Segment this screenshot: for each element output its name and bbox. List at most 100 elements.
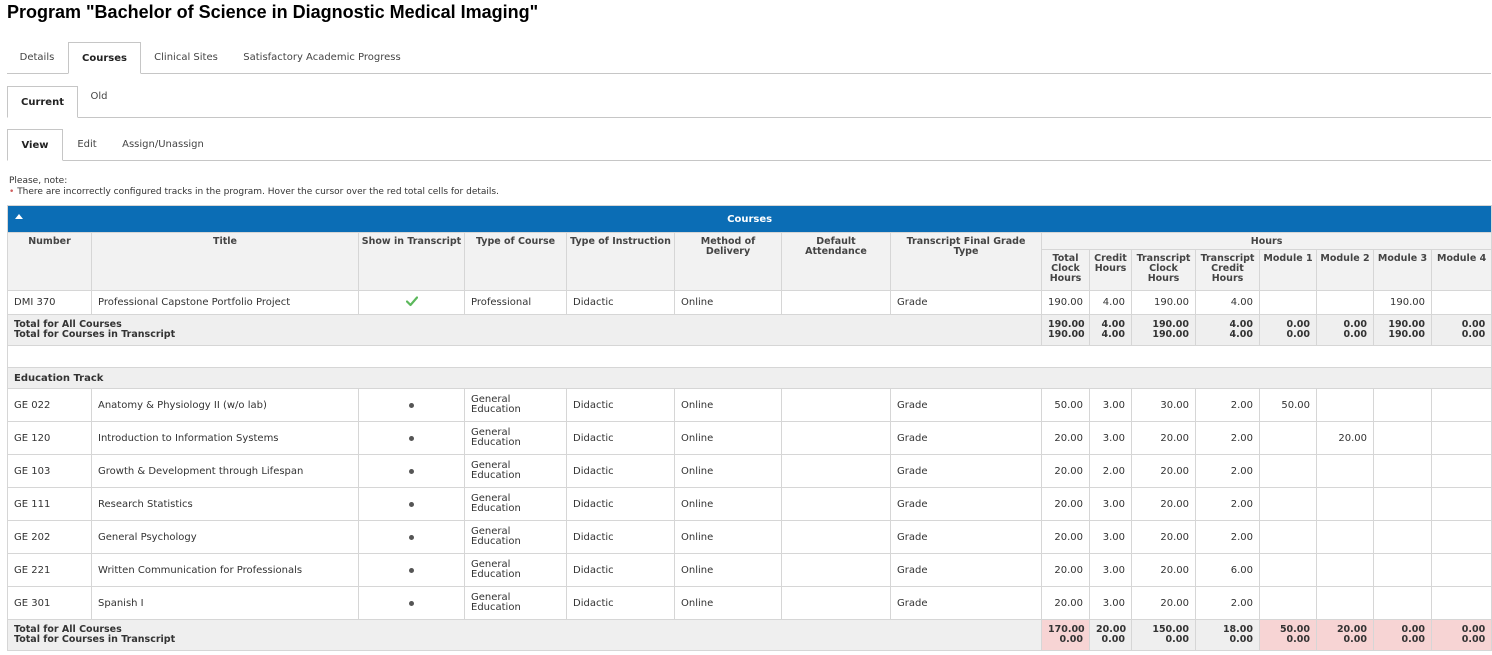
course-number: GE 221 [7,553,92,587]
module-3-hours: 190.00 [1373,290,1432,315]
course-number: GE 120 [7,421,92,455]
course-number: GE 111 [7,487,92,521]
total-all-value: 190.00 [1388,319,1425,330]
col-module-4: Module 4 [1430,249,1492,291]
delivery-method: Online [674,290,782,315]
module-4-hours [1430,487,1492,521]
final-grade-type: Grade [890,421,1042,455]
default-attendance [781,553,891,587]
module-2-hours [1316,388,1374,422]
total-transcript-value: 0.00 [1461,634,1486,645]
course-title: Growth & Development through Lifespan [91,454,359,488]
tab-details[interactable]: Details [19,52,55,63]
note-message: • There are incorrectly configured track… [9,187,499,198]
delivery-method: Online [674,520,782,554]
tab-courses[interactable]: Courses [68,42,141,74]
instruction-type: Didactic [566,487,675,521]
totals-labels: Total for All Courses Total for Courses … [7,314,1042,346]
table-row[interactable]: GE 202 General Psychology General Educatio… [7,520,1492,554]
table-row[interactable]: GE 103 Growth & Development through Lifes… [7,454,1492,488]
module-4-total[interactable]: 0.00 0.00 [1430,619,1492,651]
module-3-hours [1373,520,1432,554]
show-in-transcript-cell [358,520,465,554]
not-in-transcript-dot-icon [409,468,414,474]
course-type: General Education [464,421,567,455]
total-transcript-value: 0.00 [1343,329,1367,340]
default-attendance [781,388,891,422]
default-attendance [781,454,891,488]
transcript-credit-hours: 2.00 [1195,454,1260,488]
table-row[interactable]: GE 022 Anatomy & Physiology II (w/o lab) G… [7,388,1492,422]
col-title: Title [91,232,359,291]
table-row[interactable]: GE 111 Research Statistics General Educati… [7,487,1492,521]
credit-hours: 4.00 [1089,290,1132,315]
not-in-transcript-dot-icon [409,534,414,540]
credit-hours-total: 20.00 0.00 [1089,619,1132,651]
final-grade-type: Grade [890,553,1042,587]
credit-hours: 3.00 [1089,487,1132,521]
module-2-hours [1316,586,1374,620]
default-attendance [781,421,891,455]
default-attendance [781,487,891,521]
total-all-label: Total for All Courses [14,319,122,330]
tab-assign-unassign[interactable]: Assign/Unassign [122,139,204,150]
col-show-in-transcript: Show in Transcript [358,232,465,291]
module-1-hours: 50.00 [1259,388,1317,422]
total-clock-hours: 20.00 [1041,454,1090,488]
col-final-grade-type: Transcript Final Grade Type [890,232,1042,291]
col-type-of-course: Type of Course [464,232,567,291]
module-4-hours [1430,586,1492,620]
total-transcript-value: 0.00 [1101,634,1125,645]
tab-edit[interactable]: Edit [77,139,97,150]
col-module-3: Module 3 [1373,249,1432,291]
module-1-total: 0.00 0.00 [1259,314,1317,346]
module-2-total[interactable]: 20.00 0.00 [1316,619,1374,651]
final-grade-type: Grade [890,520,1042,554]
transcript-clock-hours-total: 150.00 0.00 [1131,619,1196,651]
module-1-total[interactable]: 50.00 0.00 [1259,619,1317,651]
course-number: GE 202 [7,520,92,554]
table-row[interactable]: GE 301 Spanish I General Education Didactic… [7,586,1492,620]
tab-current[interactable]: Current [7,86,78,118]
final-grade-type: Grade [890,487,1042,521]
credit-hours: 3.00 [1089,520,1132,554]
tab-view[interactable]: View [7,129,63,161]
total-clock-hours-total[interactable]: 170.00 0.00 [1041,619,1090,651]
table-row[interactable]: GE 120 Introduction to Information System… [7,421,1492,455]
tab-old[interactable]: Old [90,91,108,102]
not-in-transcript-dot-icon [409,600,414,606]
show-in-transcript-cell [358,454,465,488]
col-type-of-instruction: Type of Instruction [566,232,675,291]
delivery-method: Online [674,586,782,620]
transcript-clock-hours: 20.00 [1131,487,1196,521]
transcript-credit-hours-total: 18.00 0.00 [1195,619,1260,651]
core-totals-row: Total for All Courses Total for Courses … [7,314,1492,346]
instruction-type: Didactic [566,520,675,554]
course-title: General Psychology [91,520,359,554]
module-1-hours [1259,487,1317,521]
show-in-transcript-cell [358,388,465,422]
final-grade-type: Grade [890,290,1042,315]
module-1-hours [1259,553,1317,587]
table-row[interactable]: GE 221 Written Communication for Professi… [7,553,1492,587]
total-all-value: 18.00 [1222,624,1253,635]
total-transcript-value: 4.00 [1229,329,1253,340]
total-all-label: Total for All Courses [14,624,122,635]
final-grade-type: Grade [890,586,1042,620]
module-3-total[interactable]: 0.00 0.00 [1373,619,1432,651]
total-transcript-value: 190.00 [1388,329,1425,340]
table-row[interactable]: DMI 370 Professional Capstone Portfolio … [7,290,1492,315]
course-title: Written Communication for Professionals [91,553,359,587]
total-transcript-label: Total for Courses in Transcript [14,634,176,645]
collapse-icon[interactable] [15,214,23,219]
tab-satisfactory-academic-progress[interactable]: Satisfactory Academic Progress [243,52,401,63]
col-default-attendance: Default Attendance [781,232,891,291]
tab-clinical-sites[interactable]: Clinical Sites [154,52,218,63]
courses-title-cell: Courses [6,205,1492,233]
show-in-transcript-cell [358,421,465,455]
total-all-value: 190.00 [1048,319,1085,330]
total-transcript-label: Total for Courses in Transcript [14,329,176,340]
col-total-clock-hours: Total Clock Hours [1041,249,1090,291]
note-text: There are incorrectly configured tracks … [17,187,499,197]
not-in-transcript-dot-icon [409,402,414,408]
